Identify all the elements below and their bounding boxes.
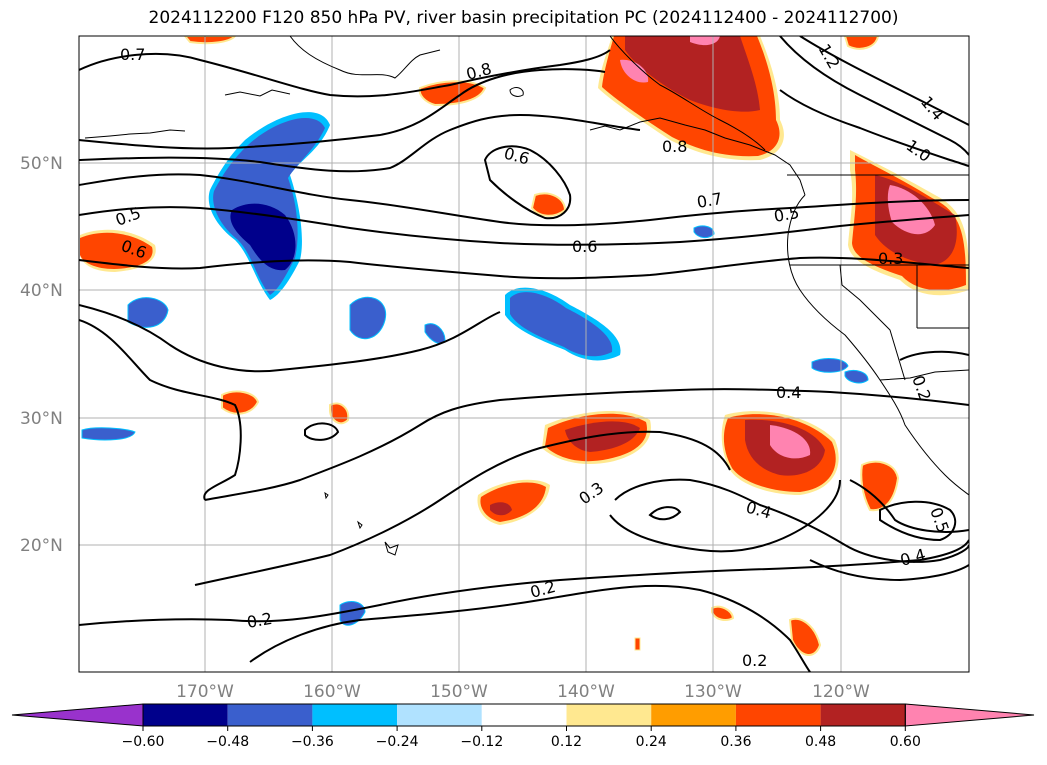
colorbar-extend-high: [904, 703, 1035, 727]
lon-label: 160°W: [303, 682, 361, 702]
lat-label: 30°N: [20, 409, 63, 429]
precip-shading: [80, 36, 969, 656]
lon-label: 130°W: [684, 682, 742, 702]
contour-label: 0.8: [662, 137, 687, 156]
contour-label: 0.4: [776, 383, 801, 402]
colorbar-segment: [312, 704, 398, 726]
lon-label: 150°W: [430, 682, 488, 702]
lon-labels: 170°W 160°W 150°W 140°W 130°W 120°W: [176, 682, 870, 702]
lat-label: 50°N: [20, 154, 63, 174]
colorbar-tick-label: 0.24: [636, 734, 667, 750]
colorbar-segment: [566, 704, 652, 726]
colorbar-tick-label: −0.12: [460, 734, 503, 750]
colorbar-tick-label: −0.60: [122, 734, 165, 750]
colorbar-segment: [397, 704, 482, 726]
colorbar-segment: [651, 704, 736, 726]
colorbar-segment: [143, 704, 228, 726]
contour-label: 0.6: [572, 237, 597, 256]
contour-label: 0.5: [772, 203, 800, 226]
contour-label: 0.2: [742, 651, 767, 670]
colorbar-segment: [735, 704, 821, 726]
pv-contours: [79, 36, 969, 672]
colorbar: −0.60 −0.48 −0.36 −0.24 −0.12 0.12 0.24 0.36 0.4…: [11, 703, 1035, 750]
colorbar-segment: [481, 704, 567, 726]
colorbar-segment: [227, 704, 313, 726]
lat-label: 20°N: [20, 536, 63, 556]
colorbar-extend-low: [11, 703, 144, 727]
colorbar-outline: [142, 703, 906, 727]
map-frame: [78, 35, 970, 673]
coastlines: [84, 36, 969, 556]
lat-labels: 50°N 40°N 30°N 20°N: [20, 154, 63, 556]
colorbar-tick-label: −0.36: [291, 734, 334, 750]
contour-label: 0.3: [878, 249, 903, 268]
lon-label: 170°W: [176, 682, 234, 702]
lon-label: 140°W: [557, 682, 615, 702]
colorbar-tick-label: 0.60: [890, 734, 921, 750]
colorbar-tick-label: −0.24: [376, 734, 419, 750]
figure-title: 2024112200 F120 850 hPa PV, river basin …: [148, 8, 899, 28]
contour-label: 0.7: [695, 189, 723, 212]
map-background: [79, 36, 969, 672]
lon-label: 120°W: [812, 682, 870, 702]
colorbar-tick-label: 0.48: [805, 734, 836, 750]
neg-core: [230, 203, 296, 271]
colorbar-tick-label: 0.12: [551, 734, 582, 750]
colorbar-tick-label: 0.36: [720, 734, 751, 750]
colorbar-segment: [820, 704, 906, 726]
colorbar-tick-label: −0.48: [206, 734, 249, 750]
contour-label: 0.7: [120, 45, 145, 64]
map-grid: [79, 36, 969, 672]
lat-label: 40°N: [20, 281, 63, 301]
contour-label: 0.2: [245, 609, 273, 632]
